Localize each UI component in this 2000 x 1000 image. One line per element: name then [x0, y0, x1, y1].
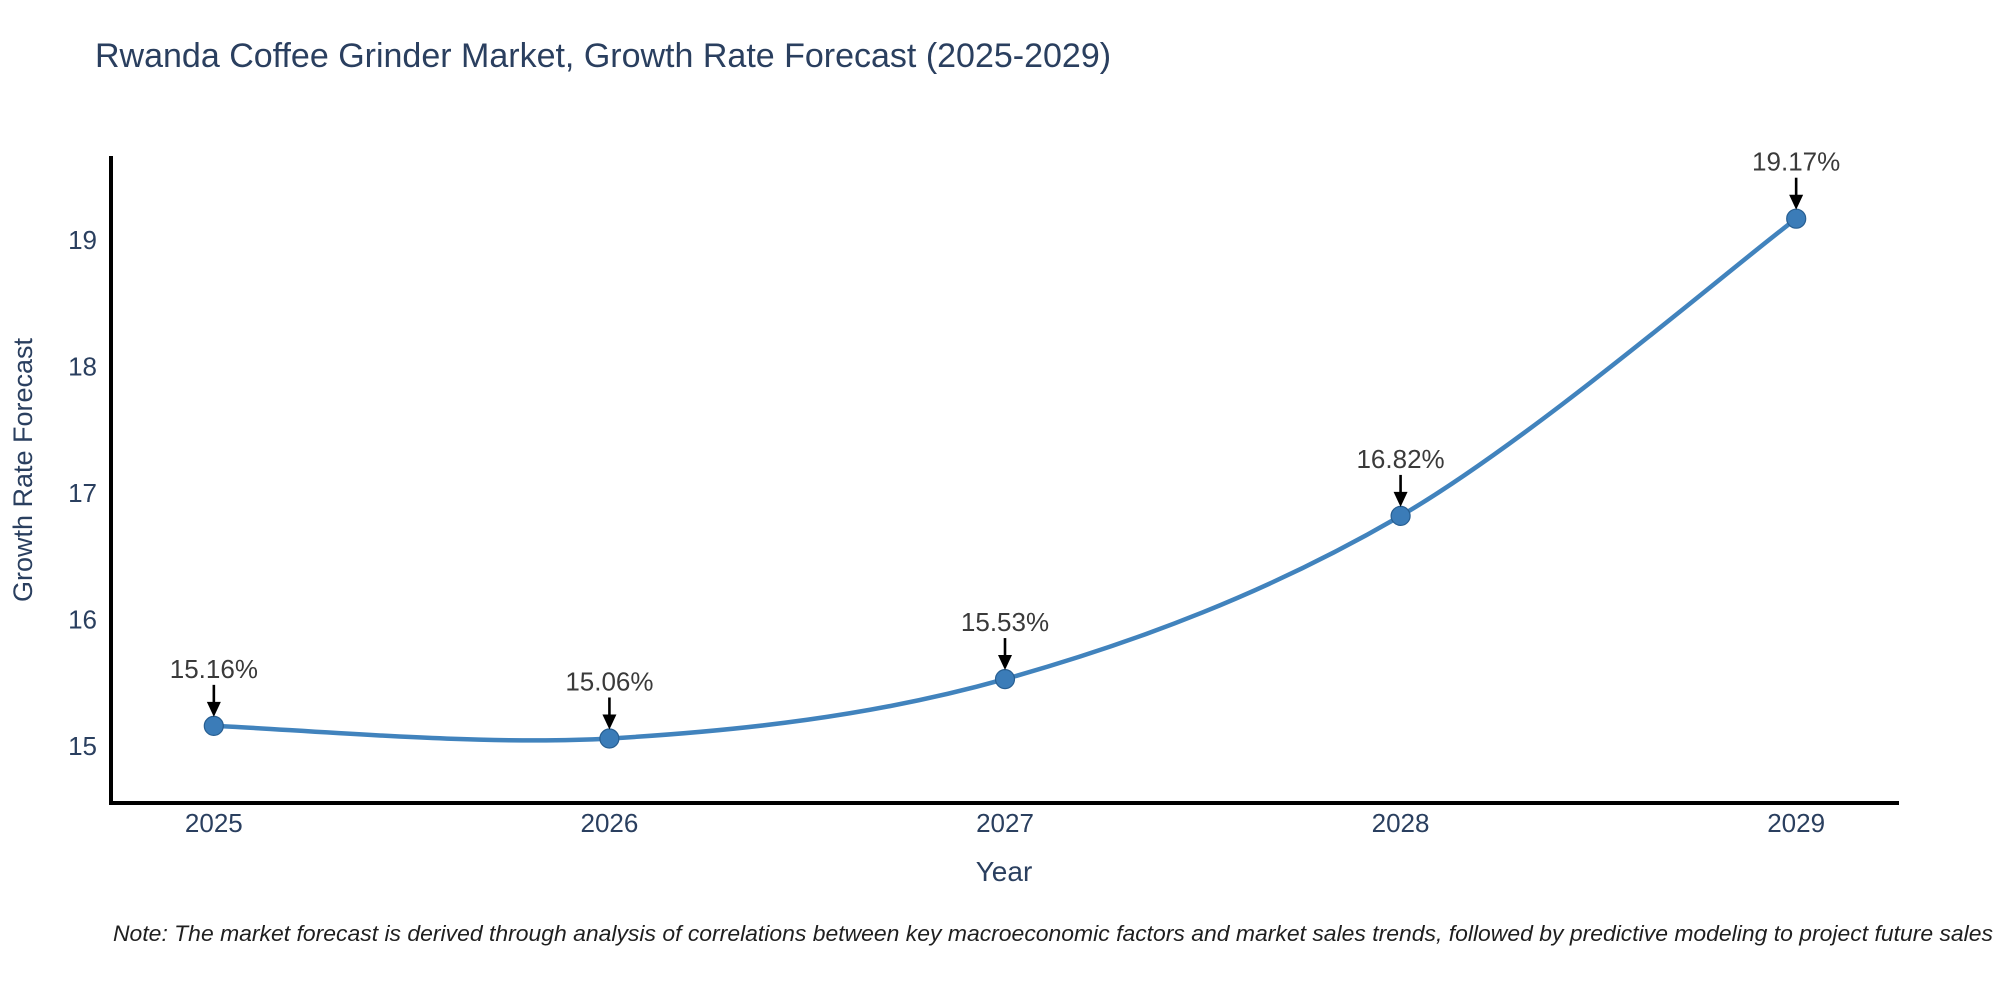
x-tick-label: 2025: [185, 808, 243, 838]
y-axis-title: Growth Rate Forecast: [8, 337, 38, 602]
annotation-label: 16.82%: [1356, 444, 1444, 474]
y-tick-label: 16: [68, 605, 97, 635]
data-point-marker: [599, 728, 620, 749]
annotations: 15.16% 15.06% 15.53% 16.82% 19.17%: [170, 147, 1840, 730]
annotation-arrowhead-icon: [206, 701, 221, 717]
point-annotation: 15.16%: [170, 654, 258, 717]
annotation-arrowhead-icon: [602, 714, 617, 730]
x-tick-label: 2029: [1767, 808, 1825, 838]
annotation-label: 15.16%: [170, 654, 258, 684]
y-tick-labels: 15 16 17 18 19: [68, 225, 97, 761]
x-axis-title: Year: [976, 856, 1033, 887]
annotation-arrowhead-icon: [1789, 194, 1804, 210]
data-point-marker: [994, 668, 1016, 690]
y-tick-label: 19: [68, 225, 97, 255]
y-tick-label: 15: [68, 731, 97, 761]
y-tick-label: 17: [68, 478, 97, 508]
footnote: Note: The market forecast is derived thr…: [113, 921, 1993, 946]
annotation-label: 15.06%: [565, 667, 653, 697]
series-line-group: [203, 208, 1807, 749]
x-tick-label: 2028: [1372, 808, 1430, 838]
annotation-label: 15.53%: [961, 607, 1049, 637]
x-tick-label: 2026: [581, 808, 639, 838]
point-annotation: 16.82%: [1356, 444, 1445, 507]
y-tick-label: 18: [68, 352, 97, 382]
x-tick-labels: 2025 2026 2027 2028 2029: [185, 808, 1825, 838]
annotation-arrowhead-icon: [998, 655, 1012, 671]
point-annotation: 15.53%: [961, 607, 1049, 671]
annotation-arrowhead-icon: [1393, 491, 1408, 507]
data-point-marker: [203, 715, 224, 737]
data-point-marker: [1786, 208, 1807, 229]
point-annotation: 15.06%: [565, 667, 654, 730]
data-point-marker: [1390, 505, 1411, 527]
x-tick-label: 2027: [976, 808, 1034, 838]
point-annotation: 19.17%: [1752, 147, 1840, 210]
axes: [109, 156, 1899, 805]
annotation-label: 19.17%: [1752, 147, 1840, 177]
chart-title: Rwanda Coffee Grinder Market, Growth Rat…: [95, 37, 1111, 75]
